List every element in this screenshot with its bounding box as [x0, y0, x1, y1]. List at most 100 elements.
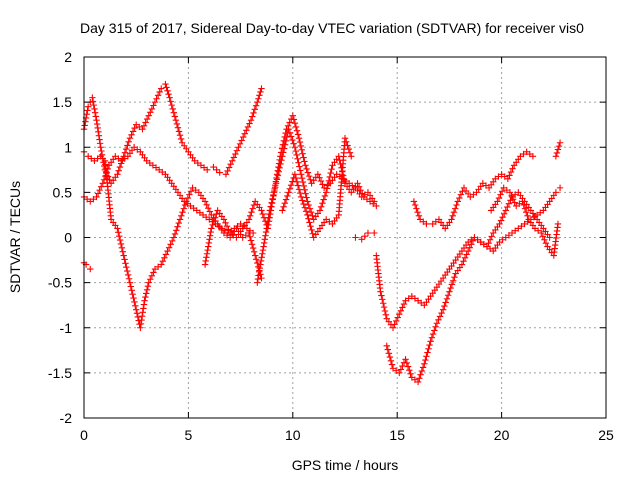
y-tick-label: -1.5	[48, 365, 72, 381]
data-point	[542, 239, 550, 247]
data-point	[210, 218, 218, 225]
data-point	[249, 113, 256, 120]
data-point	[304, 169, 312, 176]
data-point	[255, 268, 263, 275]
data-point	[145, 279, 152, 286]
data-point	[83, 110, 90, 118]
data-point	[419, 364, 427, 371]
data-point	[116, 163, 124, 171]
data-point	[240, 133, 247, 141]
data-point	[97, 144, 104, 151]
data-point	[100, 176, 108, 183]
data-point	[297, 171, 305, 178]
data-point	[96, 186, 103, 194]
data-point	[389, 324, 397, 331]
data-point	[256, 92, 263, 99]
data-point	[300, 200, 307, 208]
data-point	[201, 261, 209, 268]
data-point	[114, 225, 121, 232]
data-point	[414, 378, 422, 386]
data-point	[317, 203, 325, 211]
data-point	[504, 203, 511, 211]
data-point	[304, 211, 311, 219]
data-point	[373, 202, 380, 210]
data-point	[456, 194, 463, 202]
data-point	[341, 135, 349, 142]
data-point	[402, 356, 409, 363]
data-point	[171, 113, 179, 120]
data-point	[126, 135, 134, 142]
data-point	[397, 366, 405, 373]
data-point	[275, 168, 282, 175]
data-point	[359, 190, 366, 197]
data-point	[285, 126, 292, 133]
data-point	[122, 260, 129, 267]
data-point	[343, 138, 350, 146]
data-markers	[80, 80, 564, 386]
data-point	[170, 109, 177, 116]
data-point	[394, 314, 401, 321]
data-point	[95, 132, 103, 139]
data-point	[124, 271, 132, 279]
data-point	[201, 198, 209, 205]
data-point	[483, 243, 491, 250]
y-tick-labels: -2 -1.5 -1 -0.5 0 0.5 1 1.5 2	[48, 49, 72, 426]
data-point	[89, 94, 96, 101]
data-point	[247, 237, 255, 244]
data-point	[121, 256, 128, 263]
data-point	[236, 140, 244, 148]
data-point	[291, 171, 299, 178]
y-tick-label: 0	[64, 230, 72, 246]
data-point	[227, 160, 234, 168]
data-point	[153, 95, 160, 102]
data-point	[143, 115, 151, 123]
data-point	[246, 233, 254, 240]
data-point	[407, 370, 414, 377]
data-point	[494, 198, 501, 205]
data-point	[289, 136, 296, 144]
data-point	[529, 153, 537, 160]
data-point	[134, 313, 142, 321]
data-point	[452, 205, 459, 212]
data-point	[399, 362, 406, 370]
data-point	[381, 307, 389, 315]
data-point	[451, 274, 458, 281]
data-point	[488, 233, 495, 240]
data-point	[205, 239, 213, 247]
data-point	[173, 120, 181, 128]
data-point	[156, 88, 163, 96]
data-point	[253, 256, 260, 263]
data-series	[254, 126, 380, 286]
data-point	[183, 198, 190, 205]
data-point	[271, 187, 278, 195]
data-point	[230, 154, 238, 161]
data-point	[415, 212, 423, 220]
data-point	[131, 298, 138, 306]
data-point	[254, 279, 261, 286]
data-point	[277, 160, 284, 168]
data-point	[414, 209, 421, 216]
data-point	[210, 163, 217, 171]
data-point	[306, 205, 314, 212]
data-point	[150, 269, 157, 276]
data-point	[495, 194, 503, 202]
data-point	[120, 252, 127, 259]
data-point	[319, 200, 326, 207]
y-tick-label: 1.5	[53, 94, 73, 110]
data-point	[174, 223, 181, 230]
data-point	[247, 116, 255, 124]
data-point	[295, 159, 302, 166]
data-point	[243, 127, 250, 134]
data-point	[468, 241, 475, 248]
data-point	[498, 188, 506, 195]
data-point	[249, 244, 257, 252]
data-point	[207, 228, 214, 236]
data-point	[171, 230, 179, 238]
data-point	[314, 171, 322, 178]
data-point	[170, 234, 177, 241]
data-point	[302, 190, 309, 197]
y-tick-label: 1	[64, 139, 72, 155]
data-point	[177, 135, 185, 143]
data-point	[139, 309, 146, 316]
data-point	[162, 80, 169, 88]
